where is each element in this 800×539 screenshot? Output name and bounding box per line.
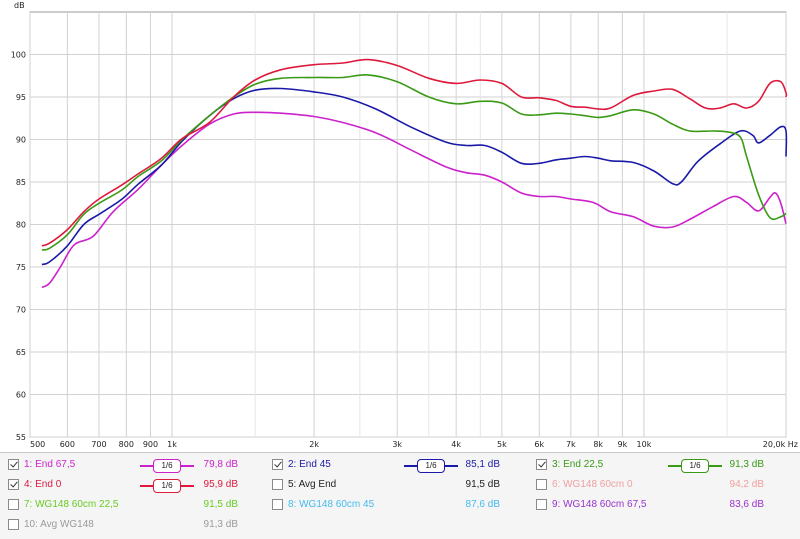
checkbox[interactable] xyxy=(536,499,547,510)
legend-row: 4: End 0 1/6 95,9 dB 5: Avg End 91,5 dB … xyxy=(0,475,800,495)
legend-label: 3: End 22,5 xyxy=(552,459,604,470)
x-tick-label: 3k xyxy=(392,440,402,449)
checkmark-icon xyxy=(274,459,282,468)
x-tick-label: 8k xyxy=(593,440,603,449)
x-tick-label: 10k xyxy=(637,440,652,449)
x-tick-label: 500 xyxy=(30,440,45,449)
value-text: 95,9 dB xyxy=(203,479,238,490)
y-axis-ticks: 55 60 65 70 75 80 85 90 95 100 xyxy=(11,51,26,443)
value-text: 87,6 dB xyxy=(465,499,500,510)
checkbox[interactable] xyxy=(8,459,19,470)
legend-row: 1: End 67,5 1/6 79,8 dB 2: End 45 1/6 85… xyxy=(0,455,800,475)
x-tick-label: 6k xyxy=(534,440,544,449)
checkbox[interactable] xyxy=(536,459,547,470)
smoothing-control-1[interactable]: 1/6 xyxy=(140,459,194,473)
x-tick-label: 5k xyxy=(497,440,507,449)
x-tick-label: 800 xyxy=(119,440,134,449)
x-tick-label: 7k xyxy=(566,440,576,449)
value-text: 83,6 dB xyxy=(729,499,764,510)
legend-panel: 1: End 67,5 1/6 79,8 dB 2: End 45 1/6 85… xyxy=(0,452,800,539)
checkbox[interactable] xyxy=(272,499,283,510)
series-line-1 xyxy=(41,111,787,289)
value-text: 85,1 dB xyxy=(465,459,500,470)
value-text: 94,2 dB xyxy=(729,479,764,490)
legend-label: 7: WG148 60cm 22,5 xyxy=(24,499,119,510)
smoothing-badge: 1/6 xyxy=(153,459,181,473)
value-text: 91,3 dB xyxy=(203,519,238,530)
grid-lines xyxy=(29,12,787,438)
checkbox[interactable] xyxy=(8,519,19,530)
checkbox[interactable] xyxy=(272,479,283,490)
smoothing-control-2[interactable]: 1/6 xyxy=(404,459,458,473)
x-tick-label: 700 xyxy=(91,440,106,449)
legend-row: 10: Avg WG148 91,3 dB xyxy=(0,515,800,535)
y-axis-unit-label: dB xyxy=(14,1,25,10)
legend-label: 8: WG148 60cm 45 xyxy=(288,499,375,510)
value-text: 91,5 dB xyxy=(203,499,238,510)
x-tick-label: 2k xyxy=(309,440,319,449)
value-text: 91,5 dB xyxy=(465,479,500,490)
legend-label: 9: WG148 60cm 67,5 xyxy=(552,499,647,510)
x-tick-label: 600 xyxy=(60,440,75,449)
curves xyxy=(41,58,788,289)
legend-label: 4: End 0 xyxy=(24,479,62,490)
y-tick-label: 95 xyxy=(16,93,26,102)
series-line-2 xyxy=(41,87,788,266)
series-line-3 xyxy=(41,73,787,251)
x-tick-label: 900 xyxy=(143,440,158,449)
value-text: 79,8 dB xyxy=(203,459,238,470)
x-tick-label: 4k xyxy=(451,440,461,449)
value-text: 91,3 dB xyxy=(729,459,764,470)
legend-label: 10: Avg WG148 xyxy=(24,519,94,530)
frequency-response-chart: 55 60 65 70 75 80 85 90 95 100 500 600 700 800 900 1k 2… xyxy=(11,1,798,449)
checkbox[interactable] xyxy=(536,479,547,490)
x-tick-label: 1k xyxy=(167,440,177,449)
smoothing-badge: 1/6 xyxy=(417,459,445,473)
y-tick-label: 100 xyxy=(11,51,26,60)
legend-label: 1: End 67,5 xyxy=(24,459,76,470)
smoothing-badge: 1/6 xyxy=(681,459,709,473)
x-tick-label: 20,0k Hz xyxy=(763,440,798,449)
legend-row: 7: WG148 60cm 22,5 91,5 dB 8: WG148 60cm… xyxy=(0,495,800,515)
y-tick-label: 65 xyxy=(16,348,26,357)
x-tick-label: 9k xyxy=(617,440,627,449)
legend-label: 2: End 45 xyxy=(288,459,331,470)
y-tick-label: 80 xyxy=(16,221,26,230)
smoothing-control-4[interactable]: 1/6 xyxy=(140,479,194,493)
y-tick-label: 90 xyxy=(16,136,26,145)
legend-label: 5: Avg End xyxy=(288,479,337,490)
y-tick-label: 70 xyxy=(16,306,26,315)
series-line-4 xyxy=(41,58,788,247)
checkmark-icon xyxy=(10,479,18,488)
smoothing-control-3[interactable]: 1/6 xyxy=(668,459,722,473)
checkmark-icon xyxy=(10,459,18,468)
legend-label: 6: WG148 60cm 0 xyxy=(552,479,633,490)
y-tick-label: 60 xyxy=(16,391,26,400)
y-tick-label: 75 xyxy=(16,263,26,272)
y-tick-label: 55 xyxy=(16,433,26,442)
y-tick-label: 85 xyxy=(16,178,26,187)
checkbox[interactable] xyxy=(8,479,19,490)
checkmark-icon xyxy=(538,459,546,468)
checkbox[interactable] xyxy=(272,459,283,470)
smoothing-badge: 1/6 xyxy=(153,479,181,493)
x-axis-ticks: 500 600 700 800 900 1k 2k 3k 4k 5k 6k 7k 8k 9k 10k 20,0… xyxy=(30,440,798,449)
checkbox[interactable] xyxy=(8,499,19,510)
